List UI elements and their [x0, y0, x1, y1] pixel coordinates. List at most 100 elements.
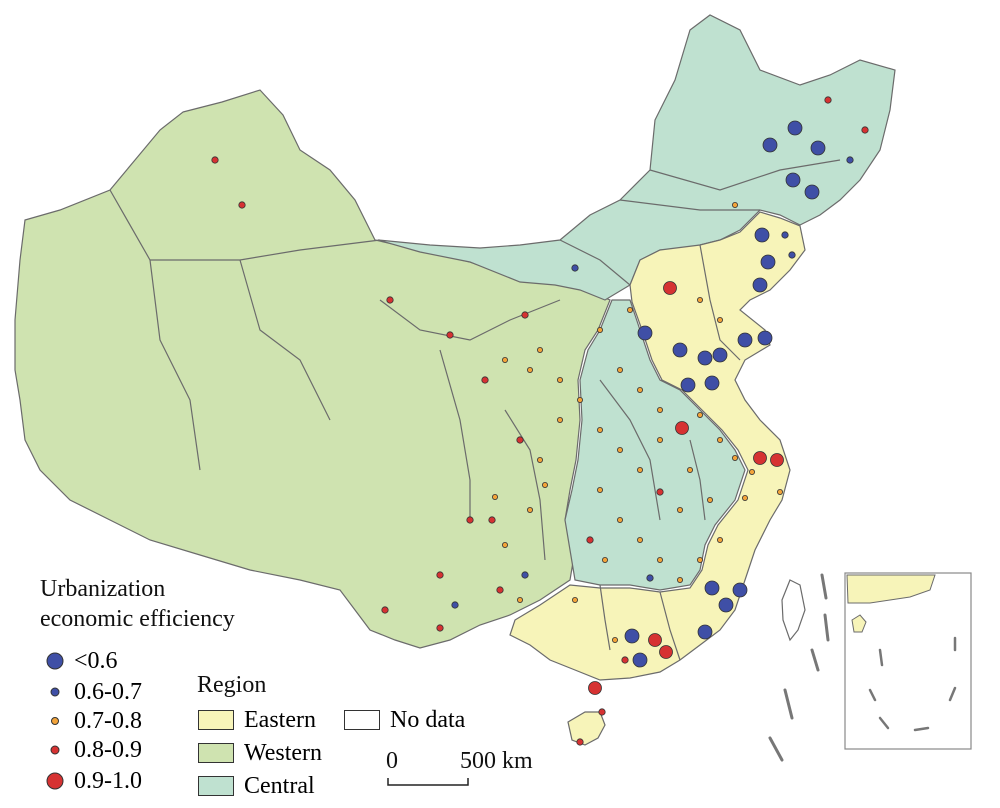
- city-point: [810, 140, 826, 156]
- city-point: [627, 306, 634, 313]
- maritime-dash-lines: [768, 573, 830, 762]
- city-point: [537, 456, 544, 463]
- inset-hainan: [851, 614, 867, 633]
- city-point: [787, 120, 803, 136]
- region-label: No data: [390, 706, 466, 733]
- eastern-region: [509, 211, 806, 681]
- city-point: [496, 586, 504, 594]
- city-point: [749, 468, 756, 475]
- inset-nine-dash-line: [868, 636, 957, 732]
- city-point: [697, 624, 713, 640]
- city-point: [646, 574, 654, 582]
- city-point: [516, 436, 524, 444]
- scale-line: [387, 778, 469, 786]
- city-point: [718, 597, 734, 613]
- city-point: [657, 406, 664, 413]
- legend-title-line2: economic efficiency: [40, 606, 235, 632]
- legend-label: 0.8-0.9: [74, 736, 142, 763]
- city-point: [704, 580, 720, 596]
- city-point: [451, 601, 459, 609]
- region-legend-title: Region: [197, 672, 267, 698]
- city-point: [677, 506, 684, 513]
- city-point: [717, 316, 724, 323]
- city-point: [704, 375, 720, 391]
- city-point: [637, 537, 644, 544]
- region-row-central: Central: [198, 772, 315, 800]
- legend-row-07-08: 0.7-0.8: [40, 708, 142, 734]
- city-point: [542, 481, 549, 488]
- city-point: [648, 633, 662, 647]
- city-point: [517, 597, 524, 604]
- city-point: [617, 366, 624, 373]
- city-point: [571, 264, 579, 272]
- nodata-swatch: [344, 710, 380, 730]
- city-point: [537, 346, 544, 353]
- city-point: [656, 488, 664, 496]
- city-point: [707, 496, 714, 503]
- inset-coast: [846, 574, 936, 604]
- city-point: [501, 356, 508, 363]
- city-point: [697, 296, 704, 303]
- city-point: [753, 451, 767, 465]
- western-swatch: [198, 743, 234, 763]
- region-row-nodata: No data: [344, 706, 465, 734]
- city-point: [770, 453, 784, 467]
- city-point: [597, 426, 604, 433]
- city-point: [762, 137, 778, 153]
- city-point: [466, 516, 474, 524]
- legend-title-line1: Urbanization: [40, 576, 166, 602]
- city-point: [576, 738, 584, 746]
- region-label: Central: [244, 772, 315, 799]
- small-orange-dot-icon: [40, 708, 70, 734]
- city-point: [598, 708, 606, 716]
- city-point: [588, 681, 602, 695]
- legend-label: 0.9-1.0: [74, 767, 142, 794]
- region-label: Eastern: [244, 706, 316, 733]
- legend-label: 0.7-0.8: [74, 707, 142, 734]
- city-point: [617, 446, 624, 453]
- taiwan-island: [781, 579, 806, 642]
- city-point: [597, 326, 604, 333]
- city-point: [663, 281, 677, 295]
- city-point: [637, 325, 653, 341]
- city-point: [436, 571, 444, 579]
- large-blue-dot-icon: [40, 648, 70, 674]
- city-point: [521, 571, 529, 579]
- central-swatch: [198, 776, 234, 796]
- central-region-north: [377, 14, 896, 301]
- legend-row-06-07: 0.6-0.7: [40, 679, 142, 705]
- city-point: [824, 96, 832, 104]
- city-point: [697, 557, 704, 564]
- city-point: [754, 227, 770, 243]
- city-point: [732, 454, 739, 461]
- city-point: [717, 537, 724, 544]
- city-point: [717, 436, 724, 443]
- city-point: [624, 628, 640, 644]
- large-red-dot-icon: [40, 768, 70, 794]
- city-point: [527, 366, 534, 373]
- small-blue-dot-icon: [40, 679, 70, 705]
- city-point: [238, 201, 246, 209]
- city-point: [446, 331, 454, 339]
- scale-start: 0: [386, 748, 398, 774]
- city-point: [386, 296, 394, 304]
- city-point: [677, 577, 684, 584]
- city-point: [657, 436, 664, 443]
- city-point: [491, 493, 498, 500]
- city-point: [521, 311, 529, 319]
- city-point: [657, 557, 664, 564]
- city-point: [752, 277, 768, 293]
- legend-row-08-09: 0.8-0.9: [40, 737, 142, 763]
- city-point: [381, 606, 389, 614]
- eastern-swatch: [198, 710, 234, 730]
- city-point: [557, 376, 564, 383]
- legend-row-09-10: 0.9-1.0: [40, 768, 142, 794]
- city-point: [732, 201, 739, 208]
- city-point: [572, 597, 579, 604]
- city-point: [760, 254, 776, 270]
- city-point: [777, 488, 784, 495]
- city-point: [632, 652, 648, 668]
- city-point: [781, 231, 789, 239]
- city-point: [846, 156, 854, 164]
